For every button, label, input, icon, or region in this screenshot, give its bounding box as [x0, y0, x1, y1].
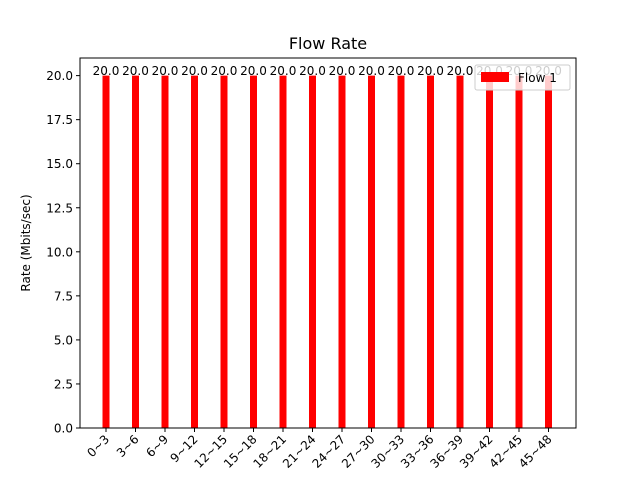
bar-12~15: [220, 75, 228, 428]
data-label: 20.0: [240, 64, 267, 78]
data-label: 20.0: [417, 64, 444, 78]
y-tick-label: 7.5: [54, 289, 73, 303]
bar-3~6: [132, 75, 139, 428]
bar-27~30: [368, 75, 375, 428]
bars-group: [102, 75, 552, 428]
data-label: 20.0: [181, 64, 208, 78]
legend-box: [474, 64, 571, 91]
y-axis-ticks: 0.0 2.5 5.0 7.5 10.0 12.5 15.0 17.5 20.0: [46, 69, 80, 436]
y-tick-label: 20.0: [46, 69, 73, 83]
y-tick-label: 0.0: [54, 422, 73, 436]
bar-24~27: [338, 75, 346, 428]
y-axis-label: Rate (Mbits/sec): [19, 194, 33, 291]
legend-swatch-flow-1: [481, 72, 509, 82]
bar-6~9: [161, 75, 169, 428]
bar-0~3: [102, 75, 110, 428]
chart-title: Flow Rate: [289, 34, 367, 53]
legend: Flow 1: [474, 64, 571, 91]
y-tick-label: 2.5: [54, 377, 73, 391]
bar-18~21: [279, 75, 287, 428]
plot-frame: [79, 57, 577, 429]
data-label: 20.0: [211, 64, 238, 78]
data-label: 20.0: [358, 64, 385, 78]
y-tick-label: 12.5: [46, 201, 73, 215]
data-label: 20.0: [270, 64, 297, 78]
data-label: 20.0: [122, 64, 149, 78]
data-label: 20.0: [447, 64, 474, 78]
bar-36~39: [456, 75, 464, 428]
data-label: 20.0: [152, 64, 179, 78]
y-tick-label: 10.0: [46, 245, 73, 259]
legend-label-flow-1: Flow 1: [518, 71, 557, 85]
bar-42~45: [515, 75, 523, 428]
data-label: 20.0: [299, 64, 326, 78]
data-label: 20.0: [329, 64, 356, 78]
bar-45~48: [545, 75, 552, 428]
bar-15~18: [250, 75, 257, 428]
bar-9~12: [191, 75, 198, 428]
bar-39~42: [486, 75, 493, 428]
y-tick-label: 5.0: [54, 333, 73, 347]
bar-21~24: [309, 75, 316, 428]
y-tick-label: 15.0: [46, 157, 73, 171]
bar-33~36: [427, 75, 434, 428]
data-label: 20.0: [93, 64, 120, 78]
bar-30~33: [397, 75, 405, 428]
data-label: 20.0: [388, 64, 415, 78]
y-tick-label: 17.5: [46, 113, 73, 127]
